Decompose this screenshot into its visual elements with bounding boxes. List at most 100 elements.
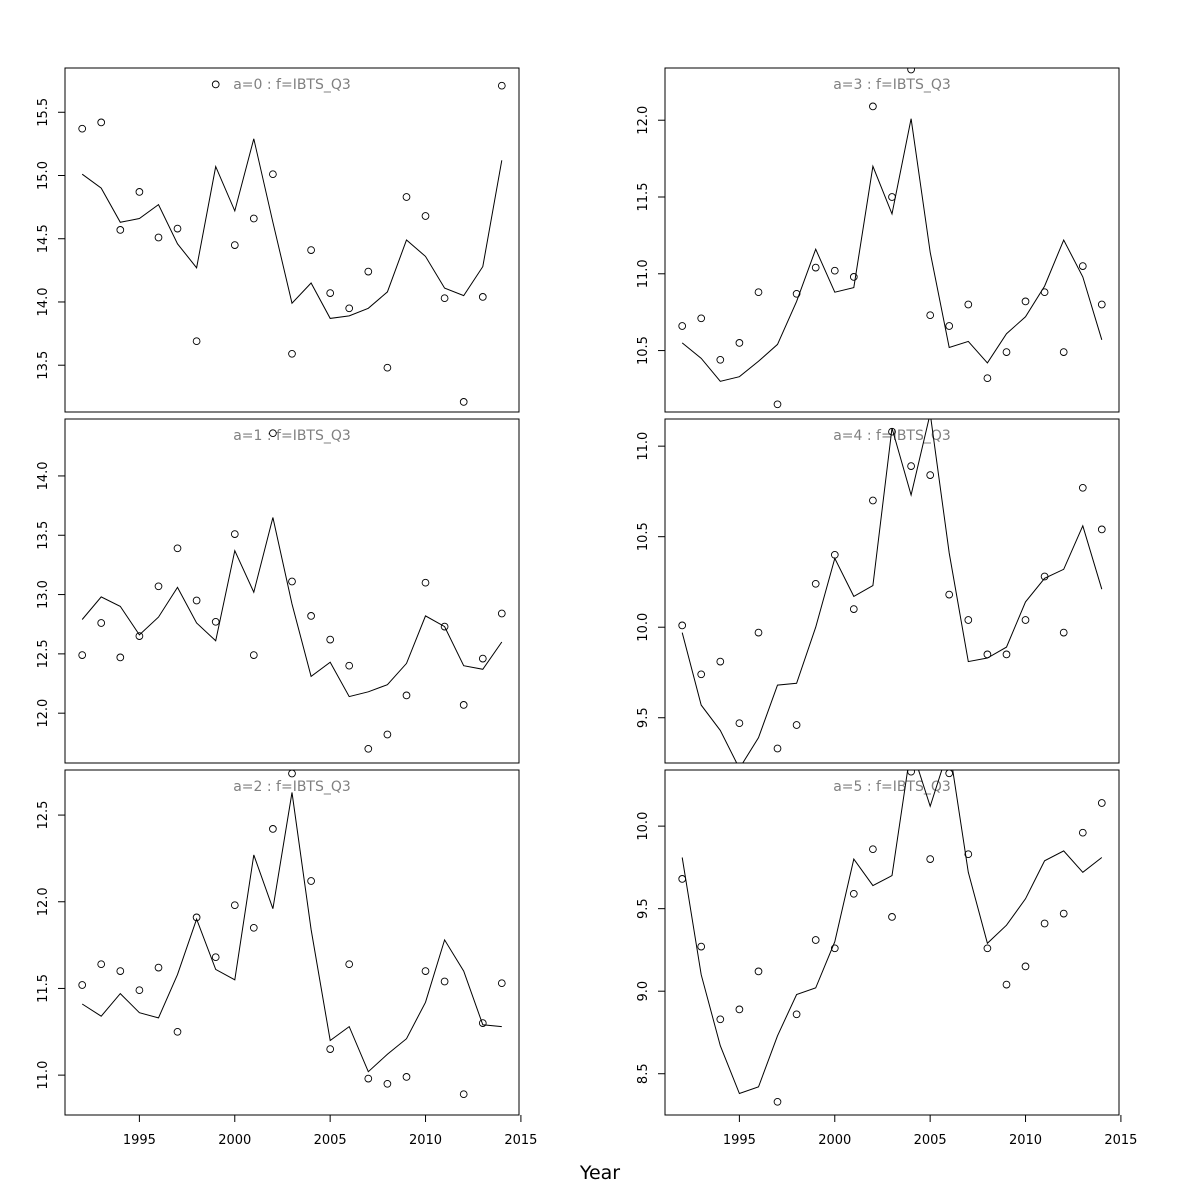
observed-point: [478, 293, 487, 301]
observed-point: [926, 311, 935, 320]
y-tick-label: 11.0: [636, 432, 651, 461]
observed-point: [230, 241, 239, 249]
observed-point: [1002, 980, 1011, 989]
x-tick-label: 2010: [1009, 1133, 1042, 1148]
observed-point: [1021, 962, 1030, 971]
observed-point: [192, 596, 201, 605]
y-tick-label: 14.0: [36, 287, 51, 316]
fitted-line: [681, 118, 1103, 382]
observed-point: [288, 349, 296, 358]
observed-point: [135, 632, 144, 640]
observed-point: [383, 730, 392, 739]
y-tick-label: 13.5: [36, 351, 51, 380]
observed-point: [478, 654, 487, 663]
x-tick-label: 1995: [723, 1133, 756, 1148]
y-tick-label: 12.5: [36, 801, 51, 830]
observed-point: [945, 770, 954, 778]
panel-3: a=4 : f=IBTS_Q3 9.5 10.0 10.5 11.0: [636, 418, 1120, 764]
observed-point: [97, 118, 106, 127]
observed-point: [1078, 262, 1087, 270]
observed-point: [364, 744, 373, 753]
y-tick-label: 13.5: [36, 521, 51, 550]
observed-point: [288, 770, 296, 778]
panel-title: a=0 : f=IBTS_Q3: [233, 77, 351, 93]
x-tick-label: 2005: [314, 1133, 347, 1148]
fitted-line: [681, 419, 1103, 763]
observed-point: [697, 314, 706, 323]
observed-point: [1097, 300, 1106, 309]
panel-frame: [664, 67, 1120, 413]
observed-point: [402, 193, 411, 201]
y-tick-label: 11.0: [36, 1061, 51, 1090]
observed-point: [811, 579, 820, 588]
y-tick-label: 9.5: [636, 898, 651, 919]
observed-point: [754, 967, 763, 976]
observed-point: [97, 619, 106, 627]
observed-point: [135, 188, 144, 196]
panel-frame: [664, 769, 1120, 1116]
observed-point: [154, 963, 163, 972]
observed-point: [116, 653, 125, 662]
observed-point: [1040, 919, 1049, 928]
observed-point: [97, 960, 106, 969]
plot-area: [678, 770, 1106, 1106]
observed-point: [345, 661, 354, 670]
y-tick-label: 12.0: [36, 699, 51, 728]
observed-point: [135, 986, 144, 995]
observed-point: [907, 68, 915, 74]
observed-point: [249, 651, 258, 659]
x-axis-label: Year: [579, 1162, 620, 1184]
observed-point: [1078, 483, 1087, 492]
panel-frame: [64, 769, 520, 1116]
y-tick-label: 15.0: [36, 161, 51, 190]
observed-point: [116, 226, 125, 234]
observed-point: [421, 578, 430, 587]
observed-point: [211, 953, 220, 962]
observed-point: [964, 300, 973, 309]
observed-point: [440, 294, 449, 303]
observed-point: [173, 1027, 182, 1036]
observed-point: [326, 635, 335, 644]
observed-point: [497, 81, 506, 90]
y-tick-label: 14.5: [36, 224, 51, 253]
panel-1: a=3 : f=IBTS_Q3 10.5 11.0 11.5 12.0: [636, 67, 1120, 413]
observed-point: [678, 621, 687, 630]
observed-point: [716, 1015, 725, 1024]
observed-point: [716, 355, 725, 364]
panel-2: a=1 : f=IBTS_Q3 12.0 12.5 13.0 13.5 14.0: [36, 418, 520, 764]
observed-point: [697, 670, 706, 679]
observed-point: [907, 770, 915, 776]
y-tick-label: 8.5: [636, 1063, 651, 1084]
observed-point: [830, 266, 839, 275]
fitted-line: [81, 792, 502, 1073]
observed-point: [345, 960, 354, 969]
observed-point: [459, 701, 468, 709]
observed-point: [849, 605, 858, 613]
observed-point: [869, 845, 877, 854]
panel-0: a=0 : f=IBTS_Q3 13.5 14.0 14.5 15.0 15.5: [36, 67, 520, 413]
observed-point: [773, 744, 782, 753]
y-tick-label: 11.5: [36, 974, 51, 1003]
observed-point: [421, 212, 430, 220]
observed-point: [792, 721, 801, 729]
observed-point: [326, 289, 335, 297]
observed-point: [402, 691, 411, 700]
observed-point: [249, 214, 258, 223]
panel-title: a=4 : f=IBTS_Q3: [833, 428, 951, 444]
observed-point: [269, 170, 277, 179]
x-tick-label: 2005: [914, 1133, 947, 1148]
observed-point: [116, 967, 125, 975]
panel-title: a=1 : f=IBTS_Q3: [233, 428, 351, 444]
y-tick-label: 12.0: [636, 106, 651, 135]
observed-point: [849, 889, 858, 898]
x-tick-label: 2000: [218, 1133, 251, 1148]
observed-point: [754, 288, 763, 297]
observed-point: [1002, 650, 1011, 659]
y-tick-label: 10.5: [636, 522, 651, 551]
observed-point: [440, 977, 449, 986]
observed-point: [440, 622, 449, 631]
observed-point: [78, 124, 87, 133]
observed-point: [192, 913, 201, 922]
observed-point: [926, 471, 935, 479]
panel-title: a=5 : f=IBTS_Q3: [833, 779, 951, 795]
